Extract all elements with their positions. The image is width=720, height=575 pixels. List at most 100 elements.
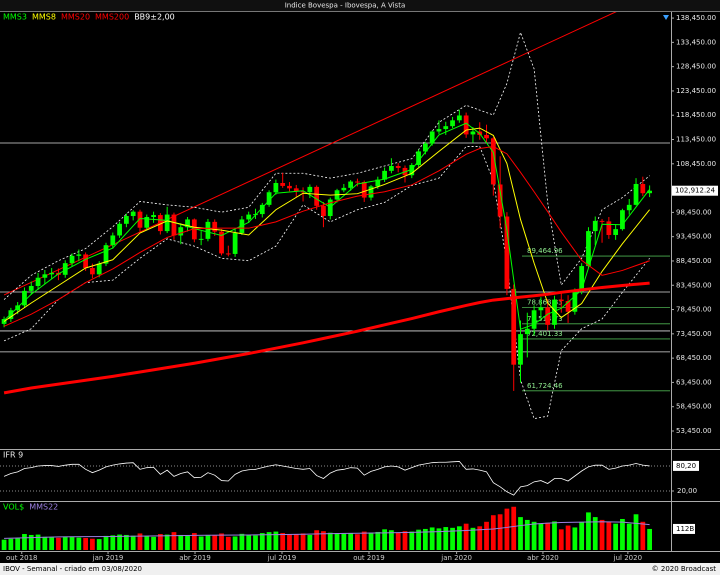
candle-body	[205, 221, 211, 239]
volume-bar	[402, 531, 408, 550]
volume-bar	[463, 523, 469, 550]
volume-bar	[62, 536, 68, 550]
x-tick-label: jul 2020	[613, 554, 642, 562]
menu-icon[interactable]	[663, 15, 669, 20]
y-tick-label: 123,450.00	[676, 87, 716, 95]
candle-body	[395, 165, 401, 168]
candle-body	[49, 272, 55, 275]
candle-body	[586, 231, 591, 267]
candle-body	[552, 299, 557, 325]
candle-body	[341, 187, 347, 191]
volume-bar	[56, 537, 61, 550]
volume-bar	[76, 537, 82, 550]
candle-body	[613, 229, 619, 235]
candle-body	[8, 310, 14, 320]
volume-bar	[232, 536, 238, 550]
candle-body	[450, 120, 455, 127]
volume-bar	[164, 534, 170, 550]
y-tick-label: 83,450.00	[676, 281, 712, 289]
candle-body	[545, 307, 551, 325]
x-tick-label: jan 2019	[92, 554, 124, 562]
candle-body	[225, 253, 231, 255]
volume-bar	[477, 526, 483, 550]
candle-body	[96, 263, 102, 275]
legend-entry: BB9±2,00	[134, 13, 175, 22]
candle-body	[463, 115, 469, 135]
volume-bar	[239, 533, 245, 550]
volume-bar	[185, 535, 190, 550]
volume-bar	[422, 528, 428, 550]
level-label: 61,724.46	[527, 382, 563, 390]
candle-body	[130, 211, 136, 217]
volume-bar	[436, 528, 442, 550]
candle-body	[321, 205, 326, 217]
volume-bar	[137, 533, 143, 550]
candle-body	[307, 186, 313, 193]
x-tick-label: abr 2020	[527, 554, 559, 562]
level-label: 78,868.83	[527, 299, 563, 307]
y-tick-label: 113,450.00	[676, 136, 716, 144]
volume-bar	[531, 521, 537, 550]
volume-bar	[558, 529, 564, 550]
volume-bar	[42, 536, 48, 550]
footer-bar	[0, 563, 720, 575]
volume-bar	[259, 533, 265, 550]
volume-bar	[28, 534, 34, 550]
footer-left: IBOV - Semanal - criado em 03/08/2020	[3, 565, 142, 573]
volume-bar	[83, 537, 88, 550]
candle-body	[239, 219, 245, 234]
y-tick-label: 63,450.00	[676, 378, 712, 386]
candle-body	[76, 254, 82, 256]
footer-right: © 2020 Broadcast	[652, 565, 717, 573]
candle-body	[144, 217, 150, 228]
candle-body	[266, 192, 272, 205]
legend-entry: MMS200	[95, 13, 129, 22]
title-bar	[0, 0, 720, 11]
candle-body	[368, 186, 374, 198]
volume-bar	[640, 521, 646, 550]
candle-body	[219, 231, 224, 254]
candle-body	[300, 191, 306, 193]
candle-body	[42, 274, 48, 278]
volume-bar	[524, 519, 530, 550]
legend-entry: MMS22	[29, 503, 58, 512]
volume-bar	[253, 535, 258, 550]
candle-body	[375, 179, 381, 187]
y-tick-label: 138,450.00	[676, 14, 716, 22]
candle-body	[287, 185, 292, 189]
candle-body	[246, 214, 252, 220]
volume-bar	[293, 534, 299, 550]
volume-bar	[246, 534, 252, 550]
y-tick-label: 73,450.00	[676, 330, 712, 338]
volume-bar	[69, 536, 75, 550]
volume-bar	[307, 534, 313, 550]
candle-body	[497, 184, 503, 217]
volume-bar	[429, 527, 435, 550]
volume-bar	[103, 535, 109, 550]
volume-bar	[341, 533, 347, 550]
moving-average	[3, 122, 651, 330]
volume-bar	[518, 517, 523, 550]
candle-body	[647, 190, 652, 194]
volume-bar	[626, 523, 632, 550]
candle-body	[579, 266, 585, 292]
volume-bar	[15, 538, 21, 550]
candle-body	[191, 219, 197, 240]
candle-body	[1, 319, 7, 324]
candle-body	[35, 277, 41, 286]
candle-body	[212, 221, 218, 232]
volume-bar	[35, 534, 41, 550]
volume-bar	[334, 533, 340, 550]
volume-bar	[212, 535, 218, 550]
volume-bar	[395, 532, 401, 550]
volume-bar	[375, 531, 381, 550]
candle-body	[164, 214, 170, 232]
level-label: 72,401.33	[527, 330, 563, 338]
volume-bar	[90, 538, 95, 550]
volume-bar	[49, 537, 55, 550]
volume-last-label: 112B	[676, 525, 694, 533]
candle-body	[22, 290, 27, 306]
volume-bar	[157, 534, 163, 550]
candle-body	[416, 151, 421, 166]
